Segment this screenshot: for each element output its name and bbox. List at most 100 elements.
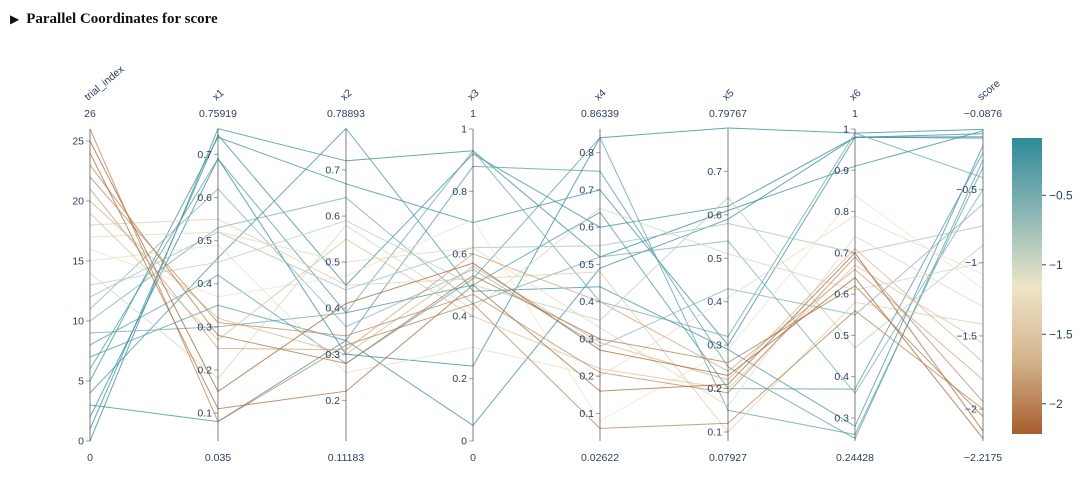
- axis-min-label: 0: [87, 452, 93, 464]
- axis-min-label: 0.035: [205, 452, 231, 464]
- trial-line[interactable]: [89, 127, 984, 418]
- trial-line[interactable]: [89, 159, 984, 440]
- tick-label: 0.8: [452, 186, 467, 198]
- axis-x2[interactable]: 0.2 0.3 0.4 0.5 0.6 0.7 0.78893 0.11183 x2: [325, 87, 365, 464]
- axis-x6[interactable]: 0.3 0.4 0.5 0.6 0.7 0.8 0.9 11 0.24428 x6: [834, 87, 874, 464]
- tick-label: 0.1: [707, 426, 722, 438]
- axis-trial-index[interactable]: 0 5 10 15 20 25 26 0 trial_index: [72, 63, 127, 464]
- tick-label: 0.4: [197, 278, 212, 290]
- trial-line[interactable]: [89, 207, 984, 380]
- axis-min-label: 0: [470, 452, 476, 464]
- axis-max-label: 0.79767: [709, 108, 747, 120]
- trial-line[interactable]: [89, 194, 984, 422]
- trial-line[interactable]: [89, 152, 984, 432]
- trial-line[interactable]: [89, 218, 984, 433]
- tick-label: 0.6: [579, 222, 594, 234]
- tick-label: 0.6: [452, 248, 467, 260]
- chart-title: Parallel Coordinates for score: [26, 10, 218, 27]
- axis-name: trial_index: [82, 63, 127, 103]
- trial-line[interactable]: [89, 136, 984, 427]
- tick-label: 0.5: [707, 253, 722, 265]
- trial-line[interactable]: [89, 188, 984, 347]
- tick-label: 0.6: [325, 211, 340, 223]
- trial-line[interactable]: [89, 200, 984, 381]
- axis-x5[interactable]: 0.1 0.2 0.3 0.4 0.5 0.6 0.7 0.79767 0.07927 x5: [707, 87, 747, 464]
- tick-label: 0.4: [452, 311, 467, 323]
- tick-label: −1.5: [956, 330, 977, 342]
- tick-label: 0.2: [707, 383, 722, 395]
- axis-name: x2: [338, 87, 354, 103]
- axis-name: x6: [847, 87, 863, 103]
- tick-label: 10: [72, 316, 84, 328]
- tick-label: 0.4: [707, 296, 722, 308]
- polyline-layer: [89, 127, 984, 442]
- tick-label: 0.8: [834, 206, 849, 218]
- colorbar: −2 −1.5 −1 −0.5: [1012, 138, 1073, 434]
- tick-label: 0.2: [197, 364, 212, 376]
- tick-label: 0.2: [579, 371, 594, 383]
- trial-line[interactable]: [89, 215, 984, 377]
- triangle-right-icon[interactable]: ▶: [10, 12, 20, 26]
- trial-line[interactable]: [89, 128, 984, 429]
- trial-line[interactable]: [89, 176, 984, 403]
- tick-label: −2: [965, 404, 977, 416]
- trial-line[interactable]: [89, 188, 984, 381]
- tick-label: 0.3: [707, 340, 722, 352]
- tick-label: 0.7: [579, 184, 594, 196]
- axis-max-label: −0.0876: [964, 108, 1002, 120]
- axis-x1[interactable]: 0.1 0.2 0.3 0.4 0.5 0.6 0.7 0.75919 0.035 x1: [197, 87, 237, 464]
- axis-max-label: 0.86339: [581, 108, 619, 120]
- axis-max-label: 26: [84, 108, 96, 120]
- trial-line[interactable]: [89, 152, 984, 390]
- tick-label: 0.3: [834, 412, 849, 424]
- tick-label: 0.7: [197, 149, 212, 161]
- trial-line[interactable]: [89, 222, 984, 298]
- colorbar-tick-label: −1: [1049, 258, 1063, 272]
- tick-label: 0.4: [579, 296, 594, 308]
- axes-layer: 0510152025260trial_index0.10.20.30.40.50…: [72, 63, 1002, 464]
- trial-line[interactable]: [89, 128, 984, 442]
- tick-label: 1: [461, 124, 467, 136]
- trial-line[interactable]: [89, 136, 984, 436]
- trial-line[interactable]: [89, 136, 984, 382]
- trial-line[interactable]: [89, 133, 984, 430]
- trial-line[interactable]: [89, 127, 984, 428]
- chart-header[interactable]: ▶ Parallel Coordinates for score: [10, 9, 218, 29]
- axis-score[interactable]: −2 −1.5 −1 −0.5 −0.0876 −2.2175 score: [956, 77, 1002, 464]
- tick-label: 0.5: [197, 235, 212, 247]
- tick-label: 0.7: [834, 247, 849, 259]
- axis-min-label: 0.11183: [328, 452, 365, 464]
- axis-name: x1: [210, 87, 226, 103]
- trial-line[interactable]: [89, 189, 984, 395]
- axis-x4[interactable]: 0.1 0.2 0.3 0.4 0.5 0.6 0.7 0.8 0.86339 0.02622 x4: [579, 87, 619, 464]
- axis-min-label: 0.24428: [836, 452, 874, 464]
- tick-label: 0: [78, 436, 84, 448]
- trial-line[interactable]: [89, 231, 984, 407]
- axis-x3[interactable]: 0 0.2 0.4 0.6 0.8 11 0 x3: [452, 87, 481, 464]
- tick-label: 0.3: [579, 333, 594, 345]
- axis-name: score: [975, 77, 1003, 103]
- colorbar-tick-label: −2: [1049, 397, 1063, 411]
- tick-label: 0.3: [325, 349, 340, 361]
- colorbar-scale: [1012, 138, 1042, 434]
- axis-min-label: 0.07927: [709, 452, 747, 464]
- tick-label: 0.5: [325, 257, 340, 269]
- tick-label: 0.4: [325, 303, 340, 315]
- axis-min-label: 0.02622: [581, 452, 619, 464]
- tick-label: −1: [965, 257, 977, 269]
- tick-label: 0.6: [707, 209, 722, 221]
- tick-label: 0.2: [452, 373, 467, 385]
- axis-max-label: 0.78893: [327, 108, 365, 120]
- trial-line[interactable]: [89, 164, 984, 417]
- tick-label: 0.6: [197, 192, 212, 204]
- tick-label: 0: [461, 436, 467, 448]
- tick-label: 1: [843, 124, 849, 136]
- tick-label: 0.5: [834, 330, 849, 342]
- trial-line[interactable]: [89, 140, 984, 439]
- axis-max-label: 1: [852, 108, 858, 120]
- tick-label: 25: [72, 136, 84, 148]
- trial-line[interactable]: [89, 196, 984, 349]
- tick-label: 0.5: [579, 259, 594, 271]
- axis-name: x5: [720, 87, 736, 103]
